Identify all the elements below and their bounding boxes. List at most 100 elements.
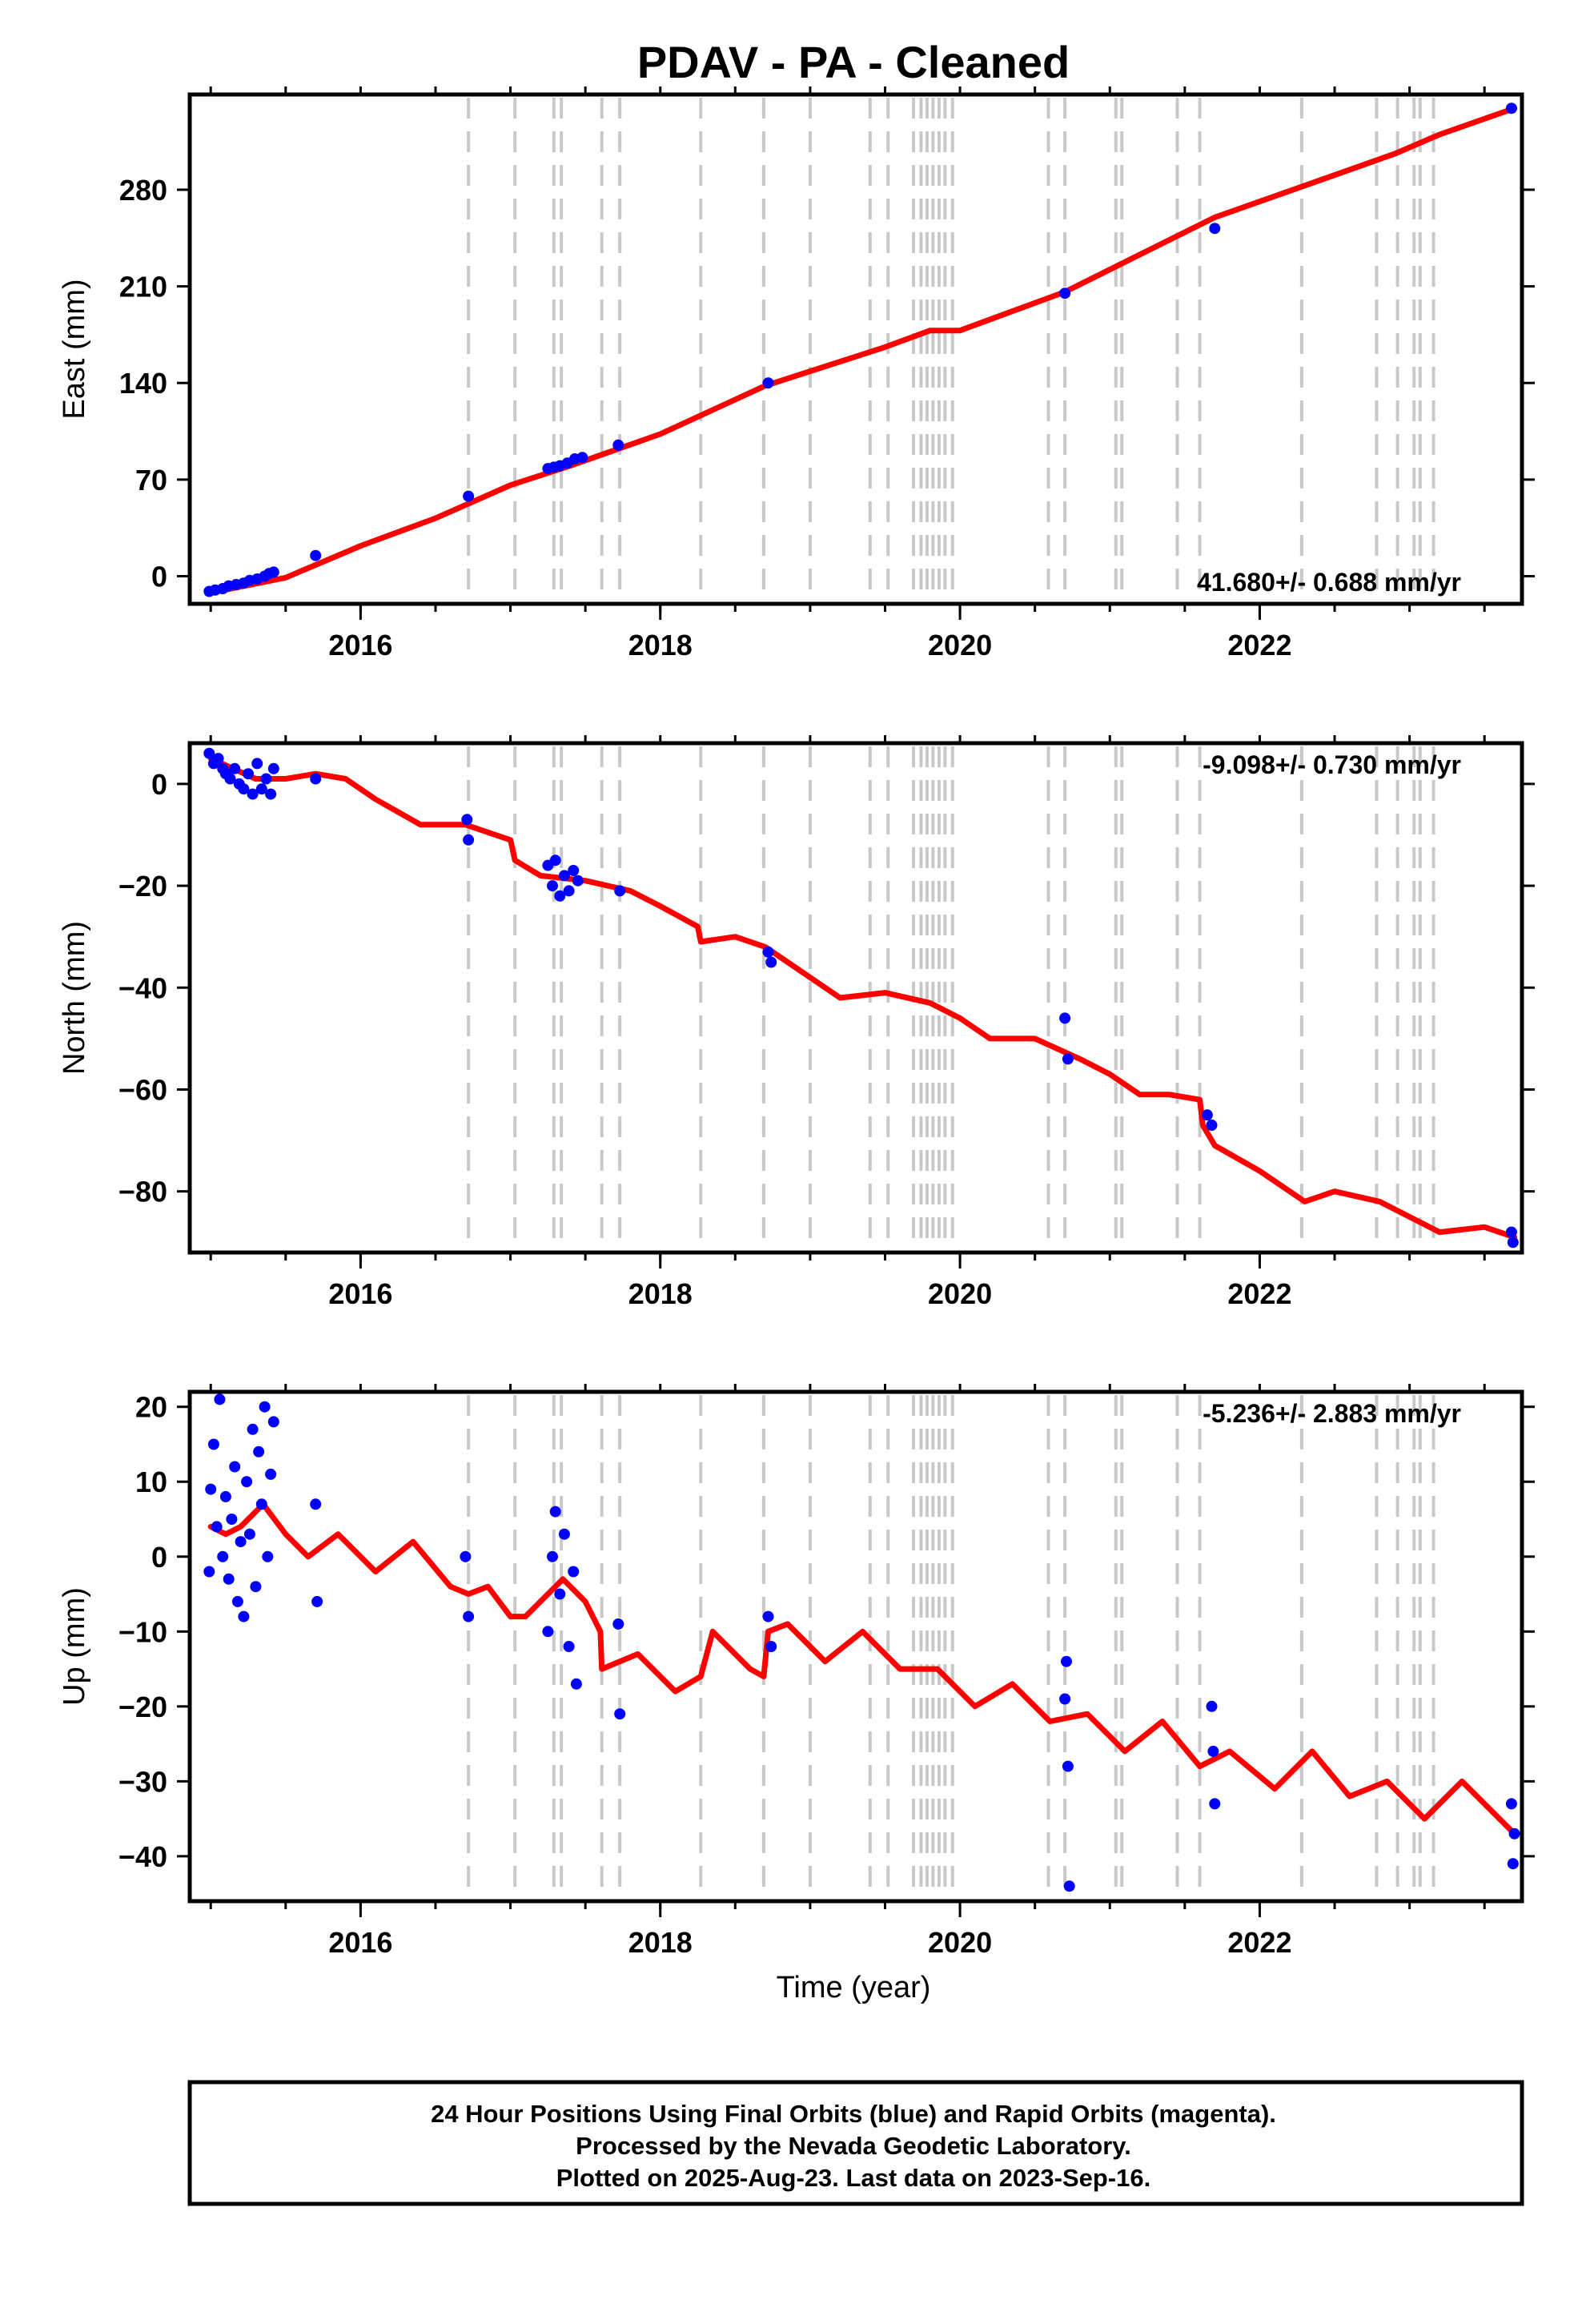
east-y-tick-label: 210: [119, 271, 167, 304]
north-data-point-35: [1507, 1236, 1519, 1248]
up-data-point-42: [1063, 1880, 1075, 1892]
up-data-point-29: [549, 1506, 561, 1518]
north-data-point-26: [572, 875, 584, 887]
east-data-point-18: [576, 452, 588, 464]
north-data-point-30: [1059, 1012, 1071, 1024]
east-data-point-11: [310, 549, 322, 561]
up-data-point-0: [203, 1566, 215, 1578]
up-data-point-14: [243, 1528, 255, 1540]
up-data-point-5: [217, 1550, 229, 1562]
north-data-point-34: [1505, 1226, 1517, 1238]
north-model: [207, 755, 1518, 1240]
up-data-point-15: [247, 1423, 259, 1435]
up-y-tick-label: −40: [118, 1840, 167, 1873]
north-data-point-0: [203, 747, 215, 759]
east-data-point-19: [612, 439, 624, 451]
up-y-tick-label: −20: [118, 1691, 167, 1723]
east-ticks: 2016 2018 2020 2022 0 70 140 210 280: [119, 86, 1535, 661]
east-steps: [467, 98, 1435, 601]
north-data-point-28: [762, 946, 774, 958]
up-data-point-32: [563, 1641, 575, 1652]
north-data-point-8: [238, 783, 250, 795]
east-model-line: [207, 105, 1518, 596]
east-points: [203, 103, 1517, 597]
up-steps: [467, 1395, 1435, 1898]
up-x-tick-label: 2018: [628, 1926, 693, 1959]
east-x-tick-label: 2020: [928, 629, 992, 661]
east-x-tick-label: 2018: [628, 629, 693, 661]
east-y-tick-label: 0: [151, 561, 167, 593]
east-data-point-21: [1059, 287, 1071, 300]
up-data-point-4: [214, 1393, 226, 1405]
up-data-point-48: [1508, 1827, 1520, 1839]
north-data-point-15: [267, 762, 279, 774]
north-data-point-20: [547, 880, 558, 892]
north-y-tick-label: −20: [118, 870, 167, 903]
footer-line-3: Plotted on 2025-Aug-23. Last data on 202…: [556, 2164, 1150, 2192]
north-data-point-31: [1062, 1053, 1074, 1065]
up-data-point-23: [310, 1498, 322, 1510]
up-y-tick-label: 20: [135, 1391, 167, 1424]
up-data-point-27: [542, 1626, 554, 1638]
north-data-point-29: [765, 956, 777, 968]
up-ticks: 2016 2018 2020 2022 20 10 0 −10 −20 −30 −40: [118, 1384, 1535, 1959]
up-y-tick-label: −10: [118, 1615, 167, 1648]
up-data-point-12: [238, 1610, 250, 1622]
footer-line-2: Processed by the Nevada Geodetic Laborat…: [576, 2132, 1131, 2160]
north-y-tick-label: −80: [118, 1176, 167, 1208]
footer-line-1: 24 Hour Positions Using Final Orbits (bl…: [431, 2100, 1276, 2128]
east-data-point-12: [463, 490, 475, 502]
east-data-point-10: [267, 566, 279, 578]
up-data-point-38: [765, 1641, 777, 1652]
east-ylabel: East (mm): [58, 279, 91, 419]
up-data-point-25: [460, 1550, 472, 1562]
east-y-tick-label: 140: [119, 367, 167, 400]
up-data-point-31: [558, 1528, 570, 1540]
north-data-point-25: [568, 865, 580, 876]
east-x-tick-label: 2016: [328, 629, 392, 661]
up-data-point-37: [762, 1610, 774, 1622]
up-data-point-43: [1206, 1700, 1218, 1712]
up-data-point-6: [219, 1490, 231, 1502]
up-xlabel: Time (year): [777, 1971, 931, 2004]
east-frame: [187, 92, 1524, 606]
up-data-point-47: [1507, 1858, 1519, 1870]
up-data-point-20: [262, 1550, 274, 1562]
up-data-point-46: [1505, 1798, 1517, 1810]
up-frame: [187, 1389, 1524, 1904]
up-data-point-19: [259, 1401, 271, 1413]
east-x-tick-label: 2022: [1227, 629, 1291, 661]
north-ticks: 2016 2018 2020 2022 0 −20 −40 −60 −80: [118, 735, 1535, 1310]
up-data-point-36: [614, 1708, 626, 1720]
up-data-point-17: [253, 1445, 265, 1458]
up-data-point-44: [1207, 1745, 1219, 1757]
north-y-tick-label: −40: [118, 971, 167, 1004]
up-y-tick-label: 0: [151, 1541, 167, 1574]
footer-frame: [187, 2080, 1524, 2206]
east-panel: 2016 2018 2020 2022 0 70 140 210 280 East (mm) 4…: [58, 86, 1535, 661]
north-data-point-14: [265, 788, 277, 800]
up-data-point-11: [235, 1536, 247, 1548]
north-data-point-32: [1201, 1109, 1213, 1121]
north-data-point-23: [558, 870, 570, 882]
north-data-point-11: [251, 758, 263, 770]
up-panel: 2016 2018 2020 2022 20 10 0 −10 −20 −30 −40 Up (mm…: [58, 1384, 1535, 2004]
up-y-tick-label: 10: [135, 1466, 167, 1498]
north-data-point-12: [255, 783, 267, 795]
north-data-point-27: [614, 885, 626, 897]
up-x-tick-label: 2016: [328, 1926, 392, 1959]
up-y-tick-label: −30: [118, 1765, 167, 1798]
up-ylabel: Up (mm): [58, 1587, 91, 1706]
up-data-point-7: [223, 1573, 235, 1585]
footer-box: 24 Hour Positions Using Final Orbits (bl…: [187, 2080, 1524, 2206]
up-data-point-41: [1062, 1760, 1074, 1772]
up-data-point-13: [241, 1476, 253, 1488]
north-data-point-21: [549, 854, 561, 866]
north-rate-label: -9.098+/- 0.730 mm/yr: [1203, 750, 1461, 779]
north-data-point-10: [247, 788, 259, 800]
north-y-tick-label: 0: [151, 768, 167, 801]
north-data-point-5: [224, 773, 236, 785]
up-data-point-22: [267, 1416, 279, 1428]
up-points: [203, 1393, 1520, 1892]
